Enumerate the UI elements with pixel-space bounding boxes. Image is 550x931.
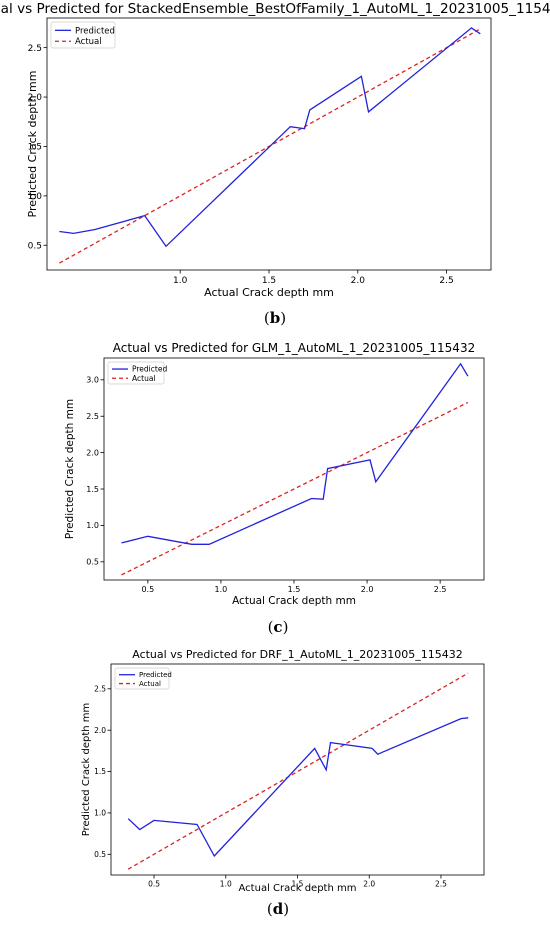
series-line-predicted <box>127 717 469 858</box>
y-tick-label: 3.0 <box>86 376 99 385</box>
y-tick-label: 1.5 <box>86 485 99 494</box>
x-tick-label: 1.0 <box>173 276 188 286</box>
y-tick-label: 1.5 <box>94 767 106 776</box>
y-tick-label: 2.5 <box>94 684 106 693</box>
x-tick-label: 1.5 <box>262 276 276 286</box>
x-tick-label: 2.5 <box>439 276 453 286</box>
legend-label: Actual <box>75 37 102 47</box>
chart-title: Actual vs Predicted for StackedEnsemble_… <box>0 1 550 17</box>
x-tick-label: 2.0 <box>351 276 366 286</box>
x-tick-label: 0.5 <box>148 880 160 889</box>
panel-letter: d <box>273 900 284 918</box>
y-axis-label: Predicted Crack depth mm <box>81 703 92 837</box>
y-tick-label: 2.5 <box>28 44 42 54</box>
series-line-predicted <box>59 27 481 248</box>
panel-caption: (c) <box>268 618 289 636</box>
y-tick-label: 0.5 <box>86 558 99 567</box>
panel-caption: (d) <box>267 900 289 918</box>
chart-c: Actual vs Predicted for GLM_1_AutoML_1_2… <box>64 341 485 636</box>
x-tick-label: 1.0 <box>215 585 228 594</box>
series-line-actual <box>121 401 469 576</box>
x-axis-label: Actual Crack depth mm <box>239 883 357 894</box>
plot-frame <box>46 17 492 271</box>
x-tick-label: 1.0 <box>220 880 232 889</box>
y-tick-label: 2.0 <box>94 726 106 735</box>
legend-label: Predicted <box>139 671 172 679</box>
x-tick-label: 0.5 <box>141 585 154 594</box>
x-tick-label: 2.5 <box>435 880 447 889</box>
y-tick-label: 0.5 <box>28 241 42 251</box>
legend-label: Actual <box>139 680 161 688</box>
x-tick-label: 2.5 <box>434 585 447 594</box>
chart-title: Actual vs Predicted for GLM_1_AutoML_1_2… <box>113 341 475 355</box>
y-tick-label: 2.5 <box>86 412 99 421</box>
y-tick-label: 0.5 <box>94 850 106 859</box>
x-axis-label: Actual Crack depth mm <box>232 595 356 607</box>
legend-label: Predicted <box>132 365 167 374</box>
y-tick-label: 1.0 <box>94 809 106 818</box>
panel-caption: (b) <box>264 309 286 327</box>
panel-letter: b <box>270 309 281 327</box>
legend-label: Actual <box>132 374 156 383</box>
series-line-predicted <box>121 362 469 545</box>
y-axis-label: Predicted Crack depth mm <box>26 71 39 218</box>
y-tick-label: 1.0 <box>28 192 43 202</box>
x-tick-label: 1.5 <box>288 585 301 594</box>
plot-frame <box>103 357 485 581</box>
chart-b: Actual vs Predicted for StackedEnsemble_… <box>0 1 550 327</box>
legend-box <box>50 21 116 49</box>
x-axis-label: Actual Crack depth mm <box>204 286 334 299</box>
chart-d: Actual vs Predicted for DRF_1_AutoML_1_2… <box>81 648 485 918</box>
x-tick-label: 2.0 <box>363 880 375 889</box>
legend-label: Predicted <box>75 26 115 36</box>
x-tick-label: 1.5 <box>292 880 304 889</box>
y-tick-label: 1.5 <box>28 143 42 153</box>
y-tick-label: 2.0 <box>28 93 43 103</box>
panel-letter: c <box>273 618 282 636</box>
chart-title: Actual vs Predicted for DRF_1_AutoML_1_2… <box>132 648 463 661</box>
series-line-actual <box>127 672 469 870</box>
y-axis-label: Predicted Crack depth mm <box>64 399 76 539</box>
x-tick-label: 2.0 <box>361 585 374 594</box>
y-tick-label: 1.0 <box>86 521 99 530</box>
y-tick-label: 2.0 <box>86 448 99 457</box>
